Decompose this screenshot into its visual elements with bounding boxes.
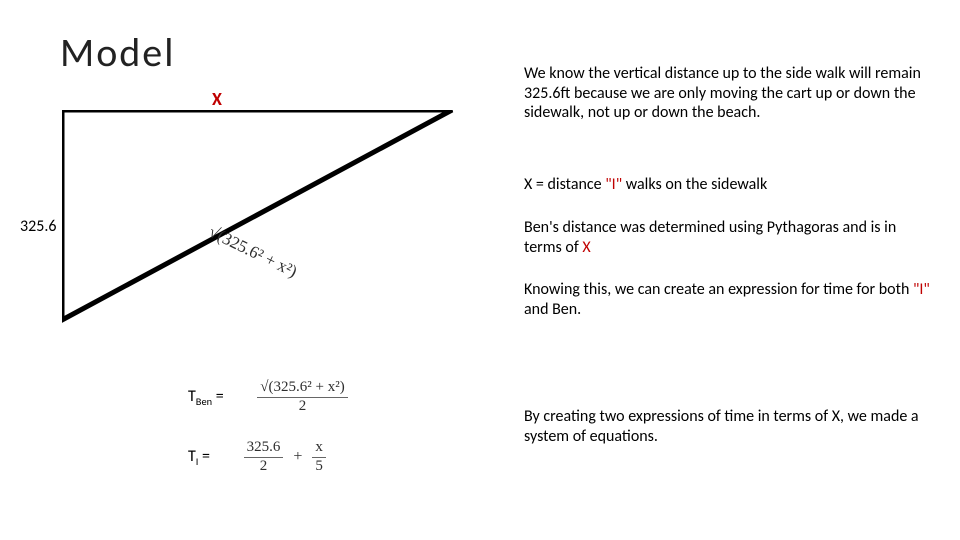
triangle-top-label-x: X bbox=[212, 88, 222, 110]
equation-tben: TBen = √(325.6² + x²) 2 bbox=[188, 380, 348, 415]
ti-f2-den: 5 bbox=[312, 458, 326, 475]
ti-frac2: x 5 bbox=[312, 440, 326, 475]
tben-eq: = bbox=[212, 387, 224, 406]
ti-f1-num: 325.6 bbox=[244, 440, 284, 458]
ti-T: T bbox=[188, 447, 196, 466]
ti-f2-num: x bbox=[312, 440, 326, 458]
paragraph-ben-distance: Ben's distance was determined using Pyth… bbox=[524, 218, 934, 257]
tben-T: T bbox=[188, 387, 196, 406]
paragraph-intro: We know the vertical distance up to the … bbox=[524, 64, 934, 123]
tben-den: 2 bbox=[257, 398, 347, 415]
p2-post: walks on the sidewalk bbox=[622, 175, 767, 194]
tben-sub: Ben bbox=[196, 395, 212, 408]
slide: Model X 325.6 √(325.6² + x²) We know the… bbox=[0, 0, 960, 540]
page-title: Model bbox=[60, 28, 175, 77]
tben-num: √(325.6² + x²) bbox=[257, 380, 347, 398]
ti-rhs: 325.6 2 + x 5 bbox=[244, 440, 326, 475]
ti-plus: + bbox=[293, 448, 302, 466]
ti-f1-den: 2 bbox=[244, 458, 284, 475]
triangle-diagram bbox=[62, 110, 462, 330]
p4-post: and Ben. bbox=[524, 300, 581, 319]
ti-frac1: 325.6 2 bbox=[244, 440, 284, 475]
p4-quote: "I" bbox=[913, 280, 930, 299]
p2-pre: X = distance bbox=[524, 175, 605, 194]
p3-pre: Ben's distance was determined using Pyth… bbox=[524, 218, 896, 257]
paragraph-system: By creating two expressions of time in t… bbox=[524, 407, 934, 446]
paragraph-x-definition: X = distance "I" walks on the sidewalk bbox=[524, 175, 934, 195]
triangle-shape bbox=[62, 110, 452, 320]
p4-pre: Knowing this, we can create an expressio… bbox=[524, 280, 913, 299]
tben-lhs: TBen = bbox=[188, 387, 224, 408]
equation-ti: TI = 325.6 2 + x 5 bbox=[188, 440, 326, 475]
tben-fraction: √(325.6² + x²) 2 bbox=[257, 380, 347, 415]
ti-lhs: TI = bbox=[188, 447, 210, 468]
p3-x: X bbox=[582, 238, 590, 257]
ti-eq: = bbox=[198, 447, 210, 466]
triangle-left-label: 325.6 bbox=[20, 217, 56, 236]
paragraph-time-expr: Knowing this, we can create an expressio… bbox=[524, 280, 934, 319]
tben-rhs: √(325.6² + x²) 2 bbox=[257, 380, 347, 415]
p2-quote: "I" bbox=[605, 175, 622, 194]
